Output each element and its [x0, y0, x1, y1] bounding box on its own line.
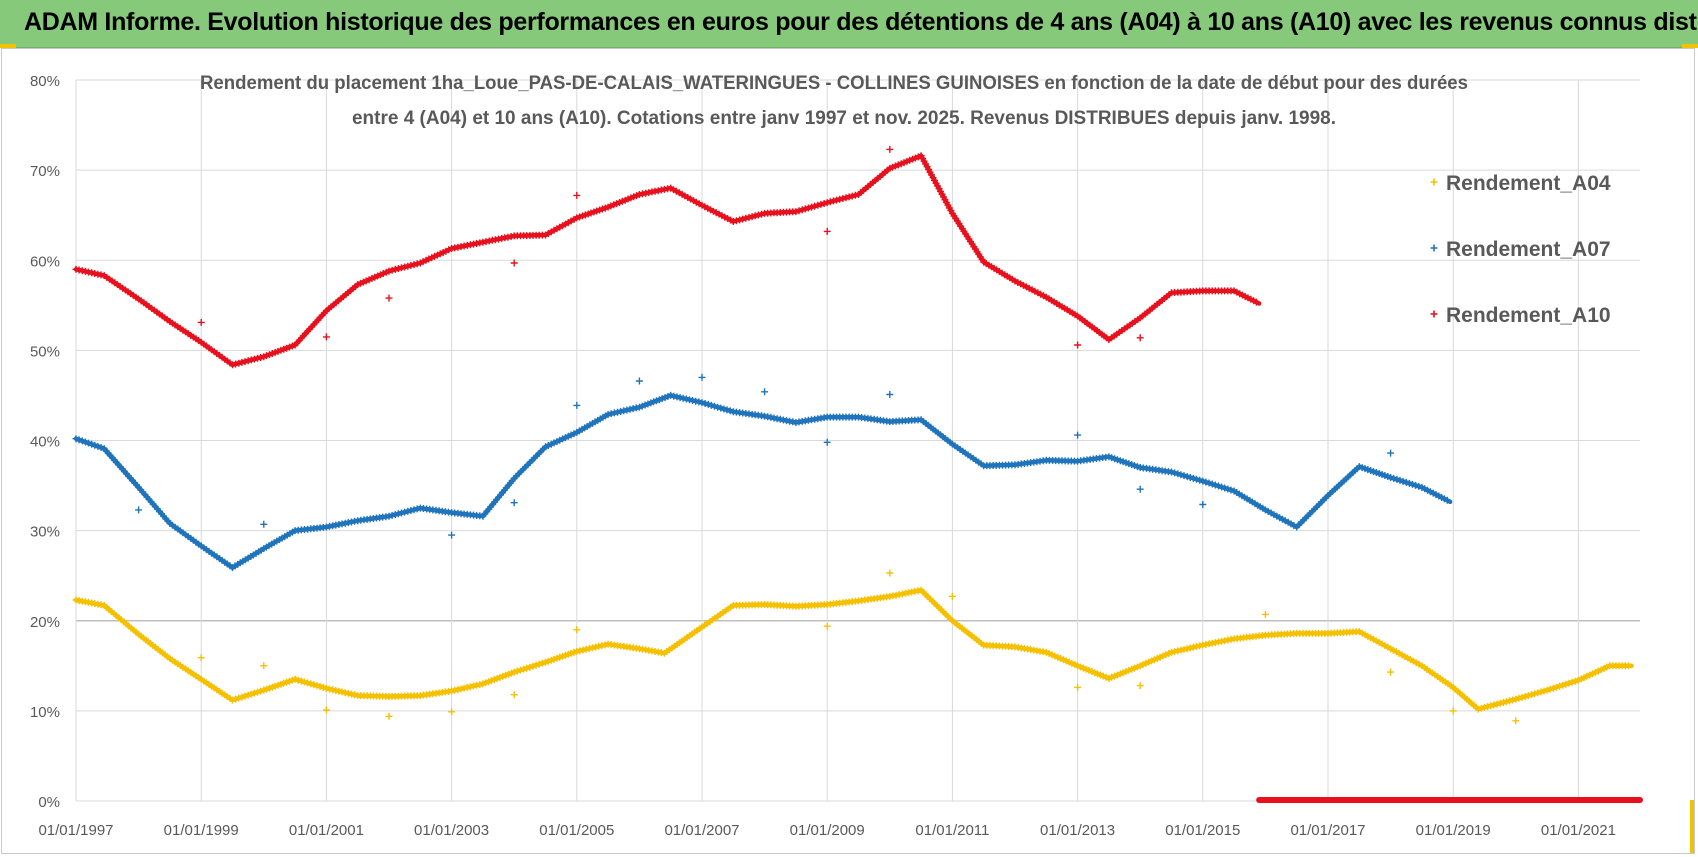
y-tick-label: 10% — [30, 704, 60, 721]
outlier-point — [510, 499, 518, 507]
chart-legend: Rendement_A04 Rendement_A07 Rendement_A10 — [1430, 172, 1611, 327]
legend-label: Rendement_A10 — [1446, 304, 1611, 327]
x-tick-label: 01/01/2019 — [1416, 822, 1491, 839]
outlier-point — [823, 438, 831, 446]
legend-item: Rendement_A07 — [1430, 238, 1611, 261]
chart-title-line-1: Rendement du placement 1ha_Loue_PAS-DE-C… — [200, 73, 1468, 94]
legend-marker — [1430, 310, 1438, 318]
outlier-point — [1074, 431, 1082, 439]
outlier-point — [948, 592, 956, 600]
chart-title-line-2: entre 4 (A04) et 10 ans (A10). Cotations… — [352, 108, 1336, 129]
outlier-point — [823, 227, 831, 235]
x-tick-label: 01/01/2003 — [414, 822, 489, 839]
legend-label: Rendement_A04 — [1446, 172, 1611, 195]
legend-item: Rendement_A10 — [1430, 304, 1611, 327]
outlier-point — [197, 654, 205, 662]
outlier-point — [1136, 334, 1144, 342]
outlier-point — [573, 191, 581, 199]
x-tick-label: 01/01/2007 — [664, 822, 739, 839]
y-tick-label: 60% — [30, 253, 60, 270]
outlier-point — [1074, 341, 1082, 349]
outlier-point — [135, 506, 143, 514]
y-tick-label: 50% — [30, 343, 60, 360]
chart-series — [72, 145, 1643, 803]
chart-grid — [75, 79, 1640, 802]
x-tick-label: 01/01/2009 — [790, 822, 865, 839]
y-tick-label: 40% — [30, 434, 60, 451]
series-markers — [72, 152, 1260, 369]
corner-mark-top-left — [0, 44, 16, 48]
series-markers — [72, 391, 1451, 572]
x-tick-label: 01/01/2005 — [539, 822, 614, 839]
outlier-point — [1387, 449, 1395, 457]
outlier-point — [698, 373, 706, 381]
series-line — [73, 587, 1634, 712]
outlier-point — [260, 520, 268, 528]
y-tick-label: 70% — [30, 163, 60, 180]
series-Rendement_A07 — [72, 373, 1453, 572]
series-Rendement_A10 — [72, 145, 1262, 369]
corner-mark-top-right — [1682, 44, 1698, 48]
outlier-point — [448, 531, 456, 539]
outlier-point — [1136, 485, 1144, 493]
header-banner: ADAM Informe. Evolution historique des p… — [0, 0, 1698, 48]
outlier-point — [1449, 707, 1457, 715]
legend-label: Rendement_A07 — [1446, 238, 1611, 261]
legend-marker — [1430, 244, 1438, 252]
x-tick-label: 01/01/2015 — [1165, 822, 1240, 839]
outlier-point — [385, 712, 393, 720]
outlier-point — [260, 662, 268, 670]
series-Rendement_A04 — [72, 569, 1634, 725]
outlier-point — [886, 569, 894, 577]
x-tick-label: 01/01/2017 — [1290, 822, 1365, 839]
x-tick-label: 01/01/2011 — [915, 822, 989, 839]
series-line — [73, 393, 1453, 570]
outlier-point — [1136, 682, 1144, 690]
outlier-point — [573, 626, 581, 634]
outlier-point — [322, 706, 330, 714]
y-tick-label: 20% — [30, 614, 60, 631]
series-markers — [72, 586, 1632, 713]
outlier-point — [510, 691, 518, 699]
outlier-point — [510, 259, 518, 267]
chart-title: Rendement du placement 1ha_Loue_PAS-DE-C… — [200, 73, 1468, 129]
outlier-point — [1261, 610, 1269, 618]
y-tick-label: 30% — [30, 524, 60, 541]
outlier-point — [448, 708, 456, 716]
outlier-point — [886, 145, 894, 153]
x-axis: 01/01/1997 01/01/1999 01/01/2001 01/01/2003… — [38, 822, 1615, 839]
outlier-point — [573, 401, 581, 409]
outlier-point — [322, 333, 330, 341]
outlier-point — [1512, 717, 1520, 725]
x-tick-label: 01/01/2021 — [1541, 822, 1616, 839]
outlier-point — [197, 318, 205, 326]
outlier-point — [1199, 501, 1207, 508]
x-tick-label: 01/01/2001 — [289, 822, 364, 839]
outlier-point — [635, 377, 643, 385]
outlier-point — [1074, 683, 1082, 691]
outlier-point — [385, 294, 393, 302]
y-axis: 0% 10% 20% 30% 40% 50% 60% 70% 80% — [30, 73, 60, 811]
outlier-point — [1387, 668, 1395, 676]
corner-mark-bottom-right — [1690, 800, 1694, 854]
outlier-point — [823, 622, 831, 630]
y-tick-label: 80% — [30, 73, 60, 90]
x-tick-label: 01/01/2013 — [1040, 822, 1115, 839]
outlier-point — [761, 388, 769, 396]
legend-marker — [1430, 178, 1438, 186]
y-tick-label: 0% — [38, 794, 60, 811]
x-tick-label: 01/01/1999 — [164, 822, 239, 839]
outlier-point — [886, 391, 894, 398]
report-title: ADAM Informe. Evolution historique des p… — [24, 8, 1698, 36]
x-tick-label: 01/01/1997 — [38, 822, 113, 839]
legend-item: Rendement_A04 — [1430, 172, 1611, 195]
